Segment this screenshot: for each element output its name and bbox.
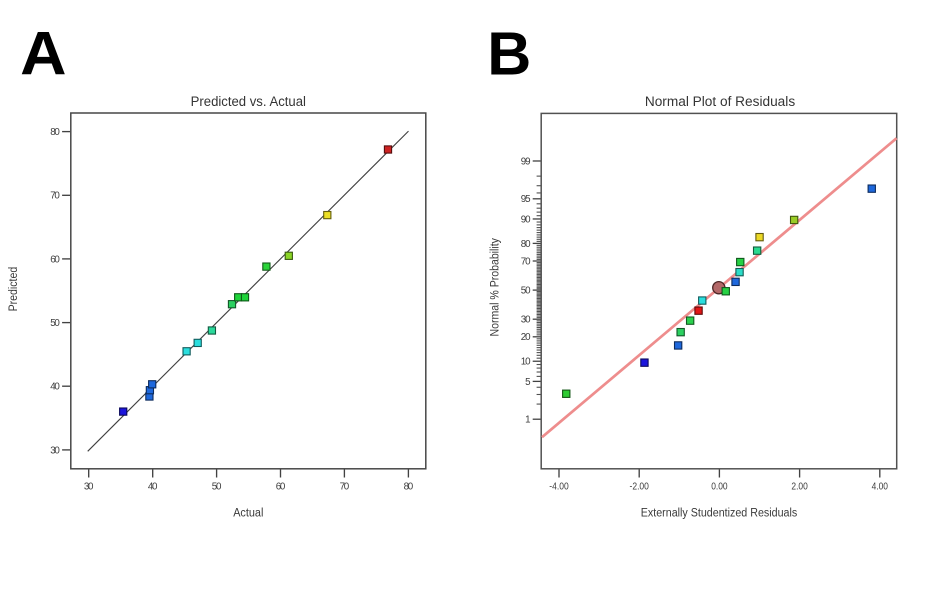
svg-text:40: 40: [50, 382, 60, 393]
svg-text:5: 5: [525, 377, 531, 388]
svg-text:60: 60: [50, 254, 60, 265]
svg-text:Normal % Probability: Normal % Probability: [487, 237, 501, 336]
svg-text:20: 20: [521, 332, 531, 343]
svg-text:30: 30: [84, 482, 94, 493]
svg-text:50: 50: [50, 318, 60, 329]
svg-text:0.00: 0.00: [711, 482, 728, 493]
svg-text:50: 50: [521, 286, 531, 297]
svg-text:10: 10: [521, 357, 531, 368]
svg-text:40: 40: [148, 482, 158, 493]
svg-text:99: 99: [521, 156, 531, 167]
svg-text:4.00: 4.00: [872, 482, 889, 493]
svg-text:Externally Studentized Residua: Externally Studentized Residuals: [641, 508, 798, 520]
svg-text:90: 90: [521, 214, 531, 225]
svg-text:70: 70: [340, 482, 350, 493]
svg-text:2.00: 2.00: [791, 482, 808, 493]
svg-text:Actual: Actual: [233, 508, 263, 520]
svg-text:1: 1: [525, 415, 530, 426]
svg-text:-4.00: -4.00: [549, 482, 569, 493]
svg-text:70: 70: [521, 256, 531, 267]
svg-text:Predicted vs. Actual: Predicted vs. Actual: [191, 94, 306, 110]
svg-text:-2.00: -2.00: [630, 482, 650, 493]
svg-text:70: 70: [50, 191, 60, 202]
svg-text:Normal Plot of Residuals: Normal Plot of Residuals: [645, 94, 795, 110]
svg-text:30: 30: [50, 445, 60, 456]
svg-text:60: 60: [276, 482, 286, 493]
svg-text:80: 80: [50, 127, 60, 138]
svg-text:Predicted: Predicted: [8, 267, 20, 312]
svg-text:B: B: [487, 20, 531, 88]
svg-text:80: 80: [404, 482, 414, 493]
svg-text:95: 95: [521, 194, 531, 205]
svg-text:50: 50: [212, 482, 222, 493]
svg-text:30: 30: [521, 315, 531, 326]
svg-text:80: 80: [521, 239, 531, 250]
svg-text:A: A: [20, 20, 66, 88]
